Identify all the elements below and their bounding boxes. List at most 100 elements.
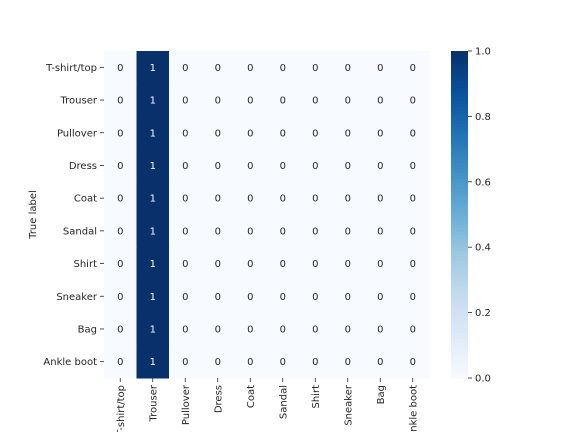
heatmap-cell (104, 51, 137, 85)
colorbar-segment (451, 106, 468, 111)
colorbar-segment (451, 368, 468, 373)
colorbar-segment (451, 152, 468, 157)
cell-value-label: 0 (215, 194, 221, 205)
colorbar-segment (451, 86, 468, 91)
cell-value-label: 0 (117, 194, 123, 205)
cell-value-label: 0 (247, 259, 253, 270)
cell-value-label: 0 (312, 194, 318, 205)
cell-value-label: 0 (117, 96, 123, 107)
cell-value-label: 0 (377, 324, 383, 335)
colorbar-segment (451, 204, 468, 209)
colorbar-segment (451, 171, 468, 176)
colorbar-segment (451, 80, 468, 85)
heatmap-cell (331, 83, 365, 117)
heatmap-cell (364, 51, 397, 85)
cell-value-label: 1 (150, 259, 156, 270)
cell-value-label: 0 (410, 292, 416, 303)
heatmap-cell (234, 181, 267, 215)
colorbar-segment (451, 188, 468, 193)
heatmap-cell (364, 149, 397, 183)
heatmap-cell (234, 312, 267, 346)
cell-value-label: 0 (410, 226, 416, 237)
heatmap-cell (136, 83, 170, 117)
x-tick-label: Dress (213, 385, 224, 413)
cell-value-label: 0 (247, 63, 253, 74)
colorbar-segment (451, 181, 468, 186)
colorbar-segment (451, 211, 468, 216)
colorbar-segment (451, 221, 468, 225)
cell-value-label: 0 (117, 357, 123, 368)
cell-value-label: 0 (215, 292, 221, 303)
cell-value-label: 0 (280, 161, 286, 172)
colorbar-segment (451, 93, 468, 98)
x-tick-label: T-shirt/top (116, 385, 127, 432)
colorbar-segment (451, 175, 468, 180)
y-axis-ticks: T-shirt/top Trouser Pullover Dress Coat Sanda… (43, 63, 104, 368)
cell-value-label: 0 (345, 259, 351, 270)
heatmap-cell (331, 247, 365, 281)
colorbar-segment (451, 119, 468, 124)
colorbar-segment (451, 165, 468, 170)
y-tick-label: Bag (78, 324, 97, 335)
heatmap-cell (396, 214, 430, 248)
colorbar-segment (451, 113, 468, 117)
cell-value-label: 0 (182, 128, 188, 139)
heatmap-cell (396, 51, 430, 85)
cell-value-label: 1 (150, 194, 156, 205)
colorbar-segment (451, 230, 468, 235)
heatmap-cell (104, 345, 137, 379)
y-axis-label: True label (28, 190, 39, 240)
colorbar-segment (451, 122, 468, 127)
cell-value-label: 0 (410, 161, 416, 172)
cell-value-label: 0 (312, 259, 318, 270)
heatmap-cell (201, 83, 235, 117)
heatmap-cell (169, 51, 202, 85)
colorbar-segment (451, 253, 468, 258)
x-tick-label: Pullover (181, 384, 192, 425)
cell-value-label: 0 (182, 226, 188, 237)
colorbar-segment (451, 348, 468, 353)
cell-value-label: 1 (150, 63, 156, 74)
heatmap-cell (299, 51, 332, 85)
cell-value-label: 0 (410, 63, 416, 74)
cell-value-label: 0 (280, 226, 286, 237)
colorbar-segment (451, 345, 468, 350)
heatmap-cell (104, 279, 137, 314)
heatmap-cell (364, 116, 397, 150)
cell-value-label: 0 (345, 292, 351, 303)
cell-value-label: 1 (150, 226, 156, 237)
colorbar-segment (451, 247, 468, 252)
cell-value-label: 0 (182, 194, 188, 205)
cell-value-label: 0 (117, 128, 123, 139)
heatmap-cell (331, 312, 365, 346)
heatmap-cell (266, 214, 300, 248)
heatmap-cell (234, 345, 267, 379)
heatmap-cell (266, 116, 300, 150)
colorbar-segment (451, 283, 468, 288)
colorbar-segment (451, 142, 468, 147)
cell-value-label: 0 (117, 63, 123, 74)
cell-value-label: 0 (280, 194, 286, 205)
colorbar-segment (451, 273, 468, 278)
colorbar-segment (451, 57, 468, 62)
cell-value-label: 0 (377, 96, 383, 107)
heatmap-cell (299, 83, 332, 117)
cell-value-label: 0 (312, 357, 318, 368)
y-tick-label: Sandal (63, 226, 97, 237)
cell-value-label: 0 (117, 161, 123, 172)
colorbar-segment (451, 292, 468, 297)
heatmap-cell (299, 247, 332, 281)
heatmap-cell (201, 181, 235, 215)
colorbar-tick-label: 0.6 (475, 177, 491, 188)
heatmap-cell (136, 51, 170, 85)
colorbar-segment (451, 149, 468, 153)
x-axis-ticks: T-shirt/top Trouser Pullover Dress Coat Sanda… (116, 378, 419, 432)
cell-value-label: 0 (280, 324, 286, 335)
cell-value-label: 0 (345, 357, 351, 368)
heatmap-cell (396, 279, 430, 314)
cell-value-label: 0 (345, 63, 351, 74)
colorbar-segment (451, 224, 468, 229)
cell-value-label: 0 (117, 226, 123, 237)
heatmap-cell (266, 279, 300, 314)
